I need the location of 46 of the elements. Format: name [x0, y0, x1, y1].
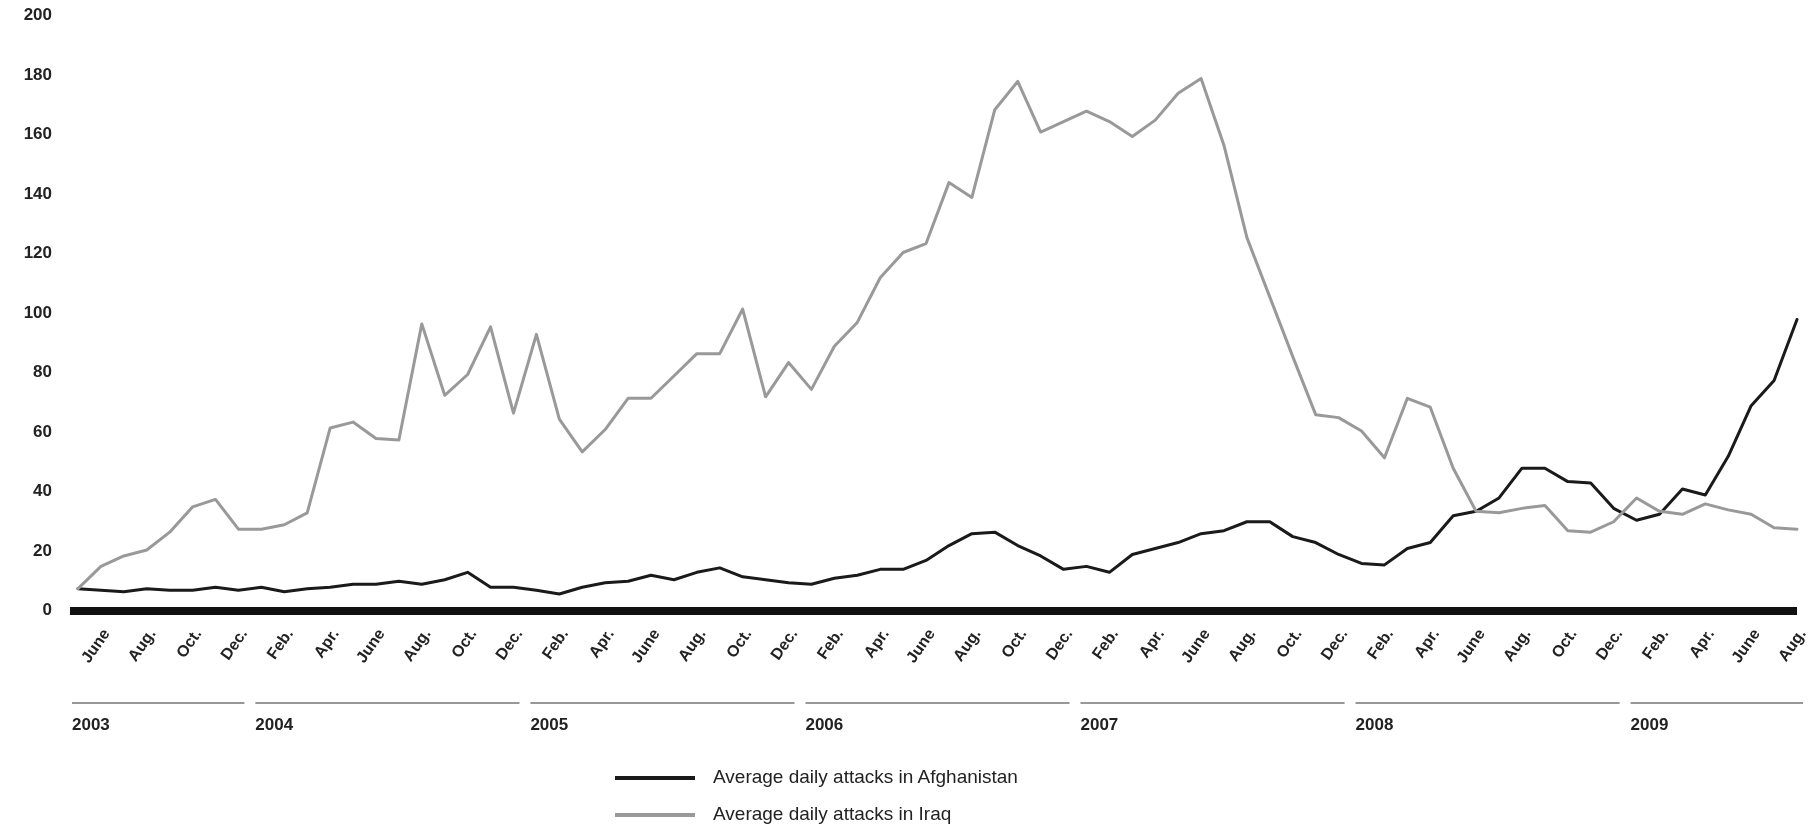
- y-tick-label: 180: [23, 64, 52, 84]
- text: 2003: [72, 715, 110, 734]
- x-tick-label: Apr.: [310, 625, 343, 661]
- x-tick-label: Oct.: [172, 625, 205, 661]
- x-tick-label: Dec.: [1592, 625, 1626, 663]
- y-tick-label: 120: [23, 243, 52, 263]
- text: 2006: [805, 715, 844, 734]
- x-tick-label: Oct.: [997, 625, 1030, 661]
- y-tick-label: 140: [23, 183, 52, 203]
- x-tick-label: Feb.: [1088, 625, 1122, 663]
- legend-label: Average daily attacks in Iraq: [713, 803, 952, 825]
- legend-label: Average daily attacks in Afghanistan: [713, 766, 1018, 788]
- x-tick-label: Feb.: [1363, 625, 1397, 663]
- text: 2005: [530, 715, 569, 734]
- y-tick-label: 20: [33, 540, 52, 560]
- x-tick-label: Dec.: [767, 625, 801, 663]
- x-tick-label: Apr.: [585, 625, 618, 661]
- line-series: [76, 76, 1799, 591]
- y-tick-label: 60: [33, 421, 52, 441]
- line-series: [76, 317, 1799, 596]
- text: 2008: [1355, 715, 1394, 734]
- text: 2009: [1630, 715, 1669, 734]
- x-tick-label: Feb.: [263, 625, 297, 663]
- x-tick-label: Apr.: [1685, 625, 1718, 661]
- y-tick-label: 160: [23, 124, 52, 144]
- x-tick-label: Oct.: [722, 625, 755, 661]
- x-tick-label: Dec.: [217, 625, 251, 663]
- x-tick-label: Dec.: [1317, 625, 1351, 663]
- y-tick-label: 100: [23, 302, 52, 322]
- x-tick-label: Apr.: [860, 625, 893, 661]
- y-tick-label: 0: [42, 600, 52, 620]
- x-tick-label: Dec.: [1042, 625, 1076, 663]
- y-tick-label: 80: [33, 362, 52, 382]
- text: 2004: [255, 715, 294, 734]
- x-tick-label: Dec.: [492, 625, 526, 663]
- y-tick-label: 200: [23, 5, 52, 25]
- x-tick-label: Apr.: [1410, 625, 1443, 661]
- text: 2007: [1080, 715, 1119, 734]
- x-tick-label: Feb.: [1638, 625, 1672, 663]
- x-tick-label: Apr.: [1135, 625, 1168, 661]
- x-tick-label: Oct.: [1547, 625, 1580, 661]
- y-tick-label: 40: [33, 481, 52, 501]
- x-tick-label: Feb.: [813, 625, 847, 663]
- x-tick-label: Oct.: [447, 625, 480, 661]
- x-tick-label: Feb.: [538, 625, 572, 663]
- x-tick-label: Oct.: [1272, 625, 1305, 661]
